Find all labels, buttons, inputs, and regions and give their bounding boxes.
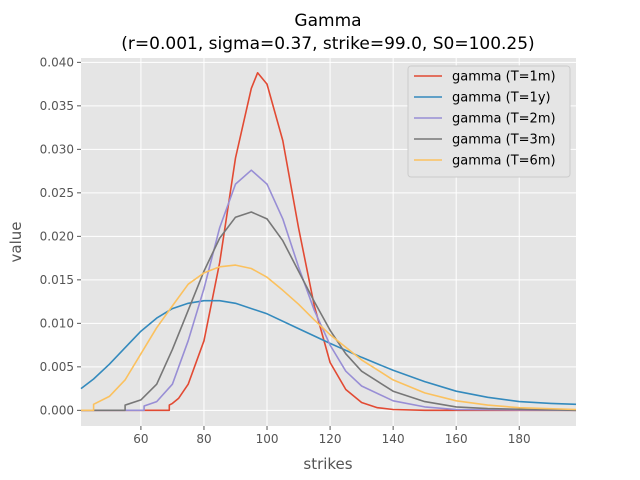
- y-tick-label: 0.020: [40, 229, 74, 243]
- y-tick-label: 0.015: [40, 273, 74, 287]
- y-tick-label: 0.035: [40, 99, 74, 113]
- y-axis-label: value: [7, 222, 25, 263]
- legend-box: [407, 65, 571, 178]
- series-line-5: [81, 264, 577, 412]
- x-tick-label: 160: [445, 432, 468, 446]
- y-tick-label: 0.005: [40, 360, 74, 374]
- series-line-1: [81, 72, 576, 412]
- x-ticks: 60 80 100 120 140 160 180: [133, 426, 531, 446]
- chart-subtitle: (r=0.001, sigma=0.37, strike=99.0, S0=10…: [121, 34, 534, 54]
- x-tick-label: 180: [508, 432, 531, 446]
- chart-title: Gamma: [294, 11, 361, 31]
- series-line-2: [80, 299, 577, 406]
- series-line-3: [81, 169, 577, 412]
- x-tick-label: 120: [319, 432, 342, 446]
- y-tick-label: 0.025: [40, 186, 74, 200]
- y-tick-label: 0.030: [40, 142, 74, 156]
- series-layer: [80, 72, 577, 412]
- legend-label: gamma (T=3m): [452, 133, 556, 148]
- legend-label: gamma (T=2m): [452, 112, 556, 127]
- legend: gamma (T=1m) gamma (T=1y) gamma (T=2m) gamm…: [407, 65, 571, 178]
- x-tick-label: 100: [256, 432, 279, 446]
- x-tick-label: 140: [382, 432, 405, 446]
- legend-label: gamma (T=6m): [452, 154, 556, 169]
- series-line-4: [81, 211, 577, 412]
- y-ticks: 0.000 0.005 0.010 0.015 0.020 0.025 0.030 0.035…: [40, 55, 81, 417]
- x-tick-label: 60: [133, 432, 148, 446]
- legend-label: gamma (T=1y): [452, 91, 551, 106]
- y-tick-label: 0.010: [40, 316, 74, 330]
- y-tick-label: 0.000: [40, 403, 74, 417]
- x-axis-label: strikes: [303, 455, 352, 473]
- legend-label: gamma (T=1m): [452, 70, 556, 85]
- x-tick-label: 80: [196, 432, 211, 446]
- y-tick-label: 0.040: [40, 55, 74, 69]
